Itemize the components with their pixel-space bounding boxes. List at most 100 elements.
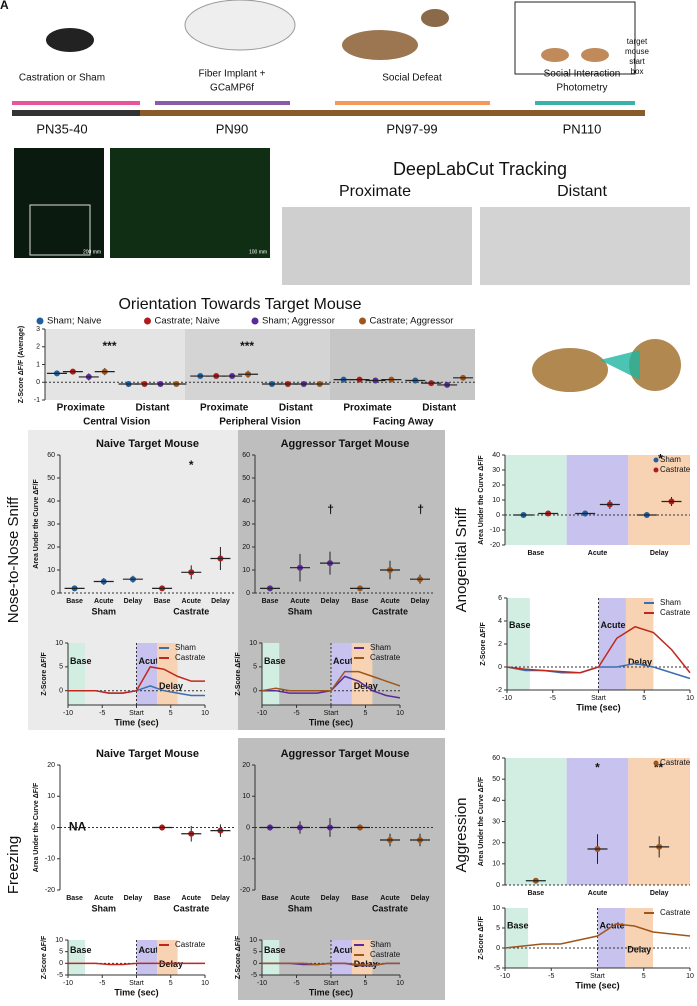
x-tick-label: Base (352, 598, 369, 605)
y-tick-label: 10 (492, 861, 500, 868)
y-axis-label: Z-Score ΔF/F (41, 935, 48, 979)
x-tick-label: Acute (588, 890, 608, 897)
y-tick-label: 10 (47, 567, 55, 574)
y-tick-label: 60 (492, 755, 500, 762)
tracking-title: DeepLabCut Tracking (393, 159, 567, 179)
group-label: Castrate (372, 606, 408, 616)
x-tick-label: Delay (321, 895, 340, 902)
x-tick-label: 5 (169, 980, 173, 987)
x-tick-label: Start (129, 980, 144, 987)
tracking-photo (282, 207, 472, 285)
x-axis-label: Time (sec) (114, 717, 158, 727)
x-tick-label: Delay (650, 890, 669, 897)
epoch-shading (157, 940, 178, 975)
y-tick-label: 30 (492, 818, 500, 825)
x-tick-label: -10 (63, 980, 73, 987)
x-tick-label: -5 (293, 710, 299, 717)
step-bar (12, 101, 140, 105)
y-tick-label: -10 (240, 856, 250, 863)
tracking-label: Distant (557, 183, 607, 200)
x-axis-label: Time (sec) (309, 717, 353, 727)
y-axis-label: Z-Score ΔF/F (Average) (18, 326, 25, 404)
y-axis-label: Area Under the Curve ΔF/F (478, 455, 485, 545)
category-shading (566, 455, 629, 545)
y-tick-label: 50 (492, 776, 500, 783)
y-tick-label: -5 (251, 972, 257, 979)
y-tick-label: 0 (51, 590, 55, 597)
group-label: Central Vision (83, 417, 150, 428)
x-tick-label: 5 (169, 710, 173, 717)
epoch-label: Delay (627, 944, 651, 954)
y-tick-label: 0 (59, 960, 63, 967)
age-label: PN90 (216, 121, 249, 136)
mouse-icon (46, 28, 94, 52)
age-label: PN110 (563, 121, 602, 136)
mouse-icon (581, 48, 609, 62)
epoch-label: Base (264, 945, 286, 955)
y-tick-label: -5 (57, 972, 63, 979)
epoch-label: Acute (601, 620, 626, 630)
y-tick-label: 5 (59, 949, 63, 956)
legend-label: Sham; Naive (47, 316, 101, 327)
x-tick-label: Base (352, 895, 369, 902)
step-label: Fiber Implant + (199, 69, 266, 80)
y-tick-label: -20 (240, 887, 250, 894)
timeline-bar (12, 110, 140, 116)
y-tick-label: -20 (45, 887, 55, 894)
category-shading (505, 758, 567, 885)
x-tick-label: Distant (279, 403, 314, 414)
y-tick-label: 40 (492, 797, 500, 804)
annotation: * (658, 452, 663, 466)
epoch-label: Base (70, 945, 92, 955)
step-label: GCaMP6f (210, 83, 254, 94)
y-tick-label: 0 (496, 945, 500, 952)
legend-label: Castrate (660, 608, 691, 617)
y-tick-label: -10 (490, 527, 500, 534)
y-tick-label: 10 (249, 937, 257, 944)
x-tick-label: 5 (364, 980, 368, 987)
epoch-shading (331, 940, 352, 975)
step-label: Social Defeat (382, 73, 442, 84)
x-tick-label: Start (590, 973, 605, 980)
x-tick-label: 10 (201, 710, 209, 717)
legend-label: Sham (370, 940, 391, 949)
legend-swatch (653, 760, 659, 766)
x-tick-label: 10 (396, 710, 404, 717)
epoch-shading (68, 643, 86, 705)
histology-image (14, 148, 104, 258)
x-tick-label: Delay (650, 550, 669, 557)
annotation: *** (102, 339, 116, 353)
x-tick-label: Base (66, 895, 83, 902)
x-tick-label: Base (527, 890, 544, 897)
x-tick-label: -10 (257, 980, 267, 987)
group-label: Castrate (173, 606, 209, 616)
y-tick-label: 4 (498, 618, 502, 625)
y-tick-label: -5 (494, 965, 500, 972)
chart-title: Naive Target Mouse (96, 438, 199, 450)
x-axis-label: Time (sec) (309, 987, 353, 997)
y-tick-label: 20 (47, 544, 55, 551)
y-tick-label: 5 (496, 925, 500, 932)
legend-label: Sham (660, 598, 681, 607)
mouse-icon (342, 30, 418, 60)
y-tick-label: 50 (47, 475, 55, 482)
row-label: Nose-to-Nose Sniff (5, 496, 22, 623)
x-axis-label: Time (sec) (575, 980, 619, 990)
x-tick-label: Delay (411, 598, 430, 605)
x-tick-label: 5 (364, 710, 368, 717)
group-label: Sham (91, 903, 116, 913)
x-tick-label: Base (66, 598, 83, 605)
x-tick-label: Acute (290, 895, 310, 902)
legend-label: Castrate (175, 653, 206, 662)
x-tick-label: Start (324, 980, 339, 987)
age-label: PN35-40 (36, 121, 87, 136)
legend-label: Sham (175, 643, 196, 652)
trace (68, 962, 205, 966)
group-label: Sham (288, 606, 313, 616)
chart-title: Naive Target Mouse (96, 748, 199, 760)
legend-swatch (653, 467, 659, 473)
row-label: Aggression (453, 797, 470, 872)
y-tick-label: -20 (490, 542, 500, 549)
epoch-label: Base (509, 620, 531, 630)
